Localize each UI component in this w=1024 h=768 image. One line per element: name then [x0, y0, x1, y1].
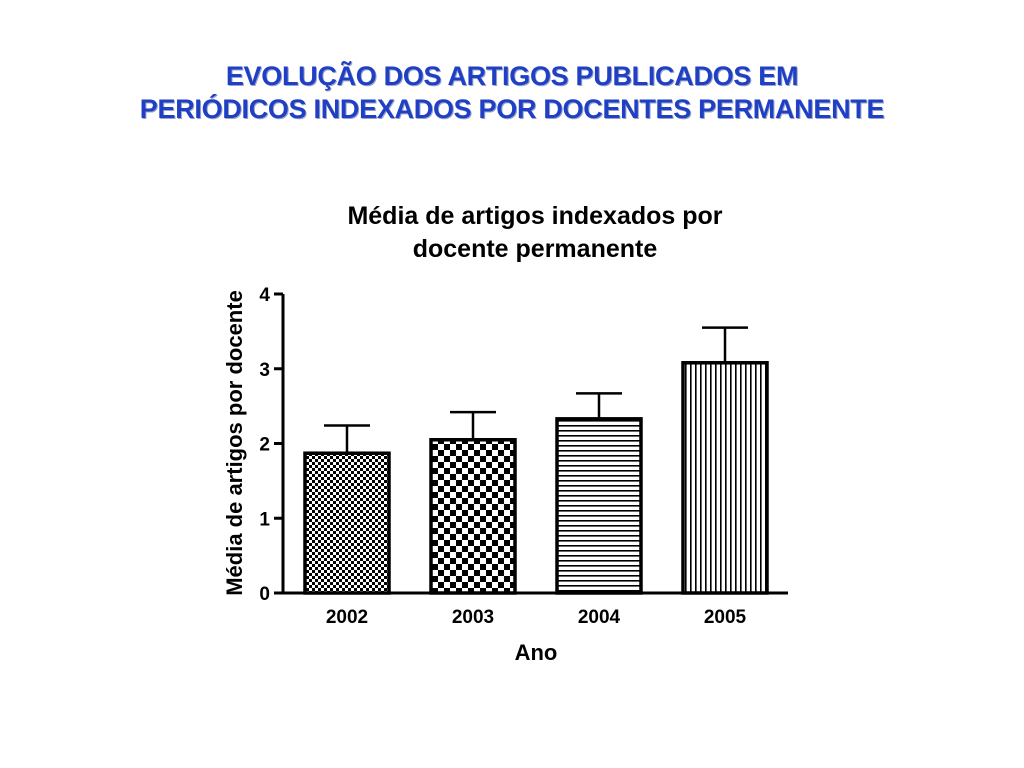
y-tick-label: 3 — [259, 360, 270, 381]
slide-title-line-1: EVOLUÇÃO DOS ARTIGOS PUBLICADOS EM — [225, 61, 799, 91]
bar-2004 — [555, 417, 643, 595]
chart-title-line-1: Média de artigos indexados por — [347, 202, 722, 230]
x-tick-label-2003: 2003 — [452, 607, 494, 628]
x-tick-label-2002: 2002 — [326, 607, 368, 628]
error-bars — [324, 326, 748, 454]
x-tick-label-2005: 2005 — [704, 607, 747, 628]
bars — [303, 361, 769, 595]
slide-title: EVOLUÇÃO DOS ARTIGOS PUBLICADOS EM PERIÓ… — [0, 60, 1024, 126]
chart-title: Média de artigos indexados por docente pe… — [347, 202, 722, 263]
x-axis-label: Ano — [515, 640, 558, 665]
y-tick-label: 1 — [259, 509, 270, 530]
y-axis-label: Média de artigos por docente — [222, 290, 247, 596]
x-tick-label-2004: 2004 — [578, 607, 621, 628]
chart-title-line-2: docente permanente — [413, 235, 658, 263]
y-tick-label: 4 — [259, 285, 270, 306]
x-axis: 2002 2003 2004 2005 — [281, 591, 788, 628]
slide-title-line-2: PERIÓDICOS INDEXADOS POR DOCENTES PERMAN… — [139, 94, 885, 124]
bar-2002 — [303, 451, 391, 595]
y-tick-label: 2 — [259, 435, 270, 456]
y-tick-label: 0 — [259, 584, 270, 605]
bar-2005 — [681, 361, 769, 595]
axis-labels: Ano Média de artigos por docente — [222, 290, 557, 665]
bar-2003 — [429, 438, 517, 595]
y-axis: 0 1 2 3 4 — [259, 285, 285, 605]
